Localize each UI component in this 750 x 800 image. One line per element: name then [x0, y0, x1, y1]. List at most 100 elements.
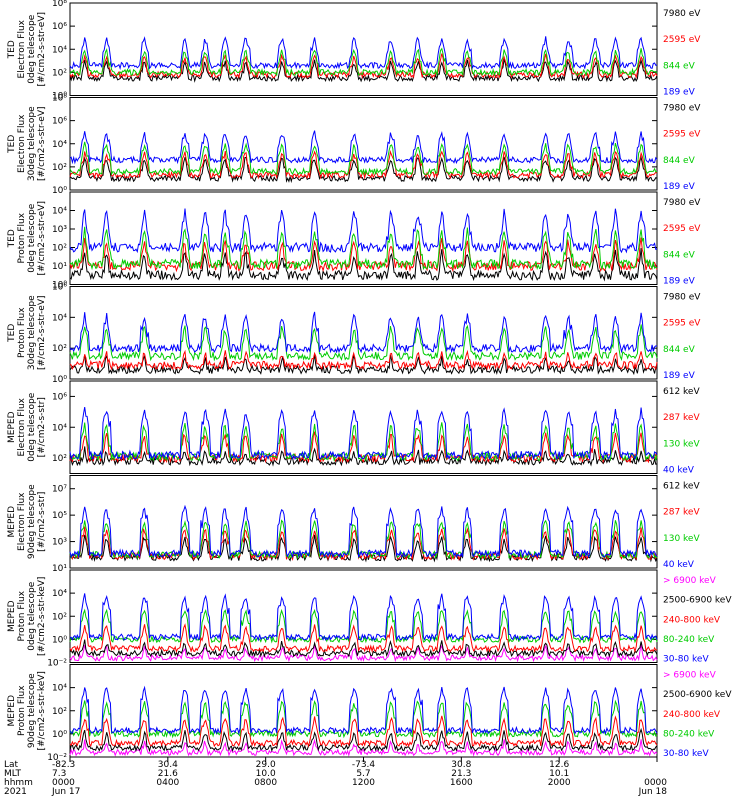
legend-entry: 189 eV	[663, 88, 696, 98]
legend-entry: 287 keV	[663, 508, 700, 518]
panel-frame	[69, 97, 658, 191]
ylabel-line: Electron Flux	[17, 114, 27, 173]
series-line	[69, 431, 658, 464]
series-line	[69, 226, 658, 271]
legend-entry: 612 keV	[663, 482, 700, 492]
legend-entry: 844 eV	[663, 156, 696, 166]
ylabel-line: Proton Flux	[17, 590, 27, 641]
y-tick-label: 10⁰	[52, 635, 67, 645]
panel-ylabel: MEPEDElectron Flux0deg telescope[#/cm2-s…	[7, 392, 47, 462]
legend-entry: 7980 eV	[663, 104, 701, 114]
series-line	[69, 130, 658, 165]
xaxis-row-label: 2021	[4, 787, 27, 797]
series-line	[69, 504, 658, 559]
y-tick-label: 10⁻²	[47, 659, 67, 669]
ylabel-line: Electron Flux	[17, 19, 27, 78]
legend-entry: 80-240 keV	[663, 729, 715, 739]
legend-entry: 7980 eV	[663, 293, 701, 303]
y-tick-label: 10⁸	[52, 94, 67, 104]
ylabel-line: [#/cm2-s-str]	[37, 492, 47, 552]
panel-2: 10⁰ 10² 10⁴ 10⁶ 10⁸ TEDElectron Flux30deg tel…	[7, 94, 701, 197]
series-line	[69, 593, 658, 642]
x-tick-lat: -82.3	[52, 760, 75, 770]
panel-3: 10⁰ 10¹ 10² 10³ 10⁴ TEDProton Flux0deg telesc…	[7, 191, 701, 291]
legend-entry: 844 eV	[663, 345, 696, 355]
legend-entry: 7980 eV	[663, 198, 701, 208]
ylabel-line: Electron Flux	[17, 397, 27, 456]
legend-entry: 240-800 keV	[663, 710, 721, 720]
panel-ylabel: TEDElectron Flux0deg telescope[#/cm2-s-s…	[7, 12, 47, 87]
y-tick-label: 10⁰	[52, 92, 67, 102]
x-tick-hhmm: 0800	[254, 778, 277, 788]
y-tick-label: 10¹	[52, 262, 67, 272]
y-tick-label: 10²	[52, 344, 67, 354]
panel-frame	[69, 475, 658, 569]
legend-entry: 80-240 keV	[663, 635, 715, 645]
series-line	[69, 644, 658, 663]
y-tick-label: 10²	[52, 68, 67, 78]
series-line	[69, 311, 658, 354]
y-tick-label: 10³	[52, 225, 67, 235]
y-tick-label: 10³	[52, 538, 67, 548]
ylabel-line: Proton Flux	[17, 685, 27, 736]
ylabel-line: [#/cm2-s-str-keV]	[37, 671, 47, 750]
series-line	[69, 715, 658, 748]
panel-ylabel: TEDElectron Flux30deg telescope[#/cm2-s-…	[7, 106, 47, 181]
legend-entry: 2595 eV	[663, 35, 701, 45]
x-tick-hhmm: 0400	[156, 778, 179, 788]
ylabel-line: [#/cm2-s-str]	[37, 397, 47, 457]
legend-entry: 287 keV	[663, 413, 700, 423]
x-tick-mlt: 10.0	[256, 769, 276, 779]
legend-entry: 2500-6900 keV	[663, 690, 732, 700]
panel-8: 10⁻² 10⁰ 10² 10⁴ MEPEDProton Flux90deg teles…	[7, 664, 732, 763]
x-tick-lat: 30.8	[451, 760, 471, 770]
ylabel-line: 0deg telescope	[27, 14, 37, 84]
ylabel-line: [#/cm2-s-str-keV]	[37, 577, 47, 656]
x-tick-hhmm: 0000	[52, 778, 75, 788]
y-tick-label: 10²	[52, 163, 67, 173]
y-tick-label: 10¹	[52, 564, 67, 574]
y-tick-label: 10⁶	[52, 392, 67, 402]
xaxis-row-label: MLT	[4, 769, 22, 779]
panel-frame	[69, 191, 658, 285]
y-tick-label: 10²	[52, 244, 67, 254]
y-tick-label: 10⁴	[52, 207, 67, 217]
panel-stack: 10⁰ 10² 10⁴ 10⁶ 10⁸ TEDElectron Flux0deg tele…	[7, 0, 732, 763]
ylabel-line: MEPED	[7, 506, 17, 538]
panel-ylabel: TEDProton Flux0deg telescope[#/cm2-s-str…	[7, 201, 47, 276]
y-tick-label: 10⁰	[52, 281, 67, 291]
legend-entry: 7980 eV	[663, 9, 701, 19]
y-tick-label: 10⁰	[52, 375, 67, 385]
series-line	[69, 738, 658, 757]
y-tick-label: 10⁰	[52, 186, 67, 196]
series-line	[69, 349, 658, 371]
y-tick-label: 10⁴	[52, 313, 67, 323]
ylabel-line: 0deg telescope	[27, 203, 37, 273]
legend-entry: 2595 eV	[663, 130, 701, 140]
panel-ylabel: MEPEDElectron Flux90deg telescope[#/cm2-…	[7, 484, 47, 559]
series-line	[69, 639, 658, 658]
x-tick-date: Jun 17	[51, 787, 80, 797]
legend-entry: 130 keV	[663, 439, 700, 449]
legend-entry: 844 eV	[663, 61, 696, 71]
legend-entry: 2595 eV	[663, 319, 701, 329]
series-line	[69, 608, 658, 644]
panel-1: 10⁰ 10² 10⁴ 10⁶ 10⁸ TEDElectron Flux0deg tele…	[7, 0, 701, 102]
series-line	[69, 324, 658, 362]
series-line	[69, 47, 658, 78]
x-tick-mlt: 21.6	[158, 769, 178, 779]
panel-ylabel: TEDProton Flux30deg telescope[#/cm2-s-st…	[7, 295, 47, 370]
series-line	[69, 248, 658, 282]
x-tick-hhmm: 0000	[644, 778, 667, 788]
ylabel-line: 0deg telescope	[27, 581, 37, 651]
series-line	[69, 237, 658, 273]
ylabel-line: Electron Flux	[17, 492, 27, 551]
y-tick-label: 10⁷	[52, 485, 67, 495]
y-tick-label: 10⁴	[52, 423, 67, 433]
legend-entry: 40 keV	[663, 560, 695, 570]
y-tick-label: 10⁶	[52, 283, 67, 293]
panel-ylabel: MEPEDProton Flux90deg telescope[#/cm2-s-…	[7, 671, 47, 750]
ylabel-line: 30deg telescope	[27, 106, 37, 181]
